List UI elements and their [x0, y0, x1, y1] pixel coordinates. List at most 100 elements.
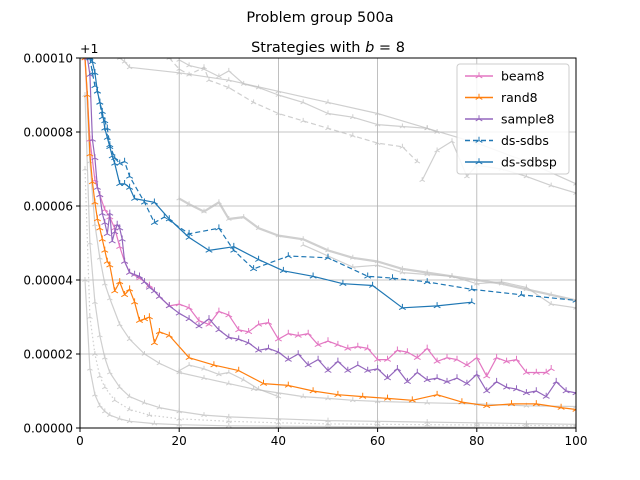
background-series-7-point — [176, 408, 183, 414]
background-series-10-point — [240, 376, 247, 382]
series-sample8-point — [264, 344, 273, 351]
background-series-7-point — [96, 332, 103, 338]
series-beam8-point — [483, 372, 491, 379]
series-ds-sdbsp-point — [91, 69, 99, 76]
series-rand8-point — [126, 285, 134, 292]
background-series-8-point — [275, 419, 282, 425]
series-sample8-point — [354, 361, 362, 368]
series-sample8-point — [552, 377, 560, 385]
background-series-6-point — [126, 336, 133, 342]
background-series-4-point — [225, 216, 232, 221]
background-series-5 — [300, 241, 576, 310]
series-ds-sdbs-point — [150, 218, 158, 226]
series-sample8-point — [314, 355, 322, 362]
series-sample8-point — [423, 376, 431, 383]
x-tick-label: 40 — [271, 434, 286, 448]
background-series-6-point — [374, 398, 381, 404]
series-sample8-point — [304, 361, 312, 368]
series-beam8-point — [255, 320, 263, 327]
background-series-7-point — [141, 399, 148, 405]
background-series-8-point — [146, 412, 153, 418]
legend: beam8 rand8 sample8 ds-sdbs ds-sdbsp — [456, 63, 570, 175]
series-sample8-point — [294, 350, 302, 357]
background-series-0-point — [325, 99, 331, 105]
background-series-4-point — [473, 277, 480, 282]
series-ds-sdbsp-point — [339, 279, 347, 287]
series-ds-sdbsp-point — [121, 180, 129, 187]
legend-marker — [475, 136, 483, 143]
background-series-1-point — [240, 80, 247, 86]
series-sample8-point — [274, 348, 282, 355]
plot-frame — [79, 57, 577, 429]
background-series-4-point — [374, 258, 381, 264]
background-series-3-point — [186, 71, 192, 77]
background-series-4-point — [548, 291, 555, 297]
x-tick-label: 80 — [469, 434, 484, 448]
series-ds-sdbsp-point — [131, 194, 139, 201]
background-series-7-point — [92, 299, 98, 305]
background-series-2-point — [434, 147, 440, 153]
series-rand8-point — [96, 224, 104, 231]
series-beam8-point — [264, 318, 273, 325]
series-beam8-point — [304, 329, 312, 336]
series-rand8-point — [334, 390, 342, 398]
background-series-10-line — [178, 364, 279, 398]
legend-label: sample8 — [501, 112, 554, 127]
series-beam8-point — [547, 365, 555, 372]
series-ds-sdbsp-point — [101, 124, 109, 131]
series-rand8-point — [111, 287, 119, 294]
background-series-1-point — [255, 84, 262, 90]
background-series-6-point — [106, 295, 113, 301]
y-offset-label: +1 — [80, 41, 98, 56]
series-beam8-point — [195, 316, 203, 324]
series-rand8-point — [408, 396, 416, 403]
background-series-0-point — [275, 88, 282, 94]
series-ds-sdbs-point — [423, 278, 431, 285]
background-series-6-point — [300, 393, 307, 399]
series-rand8-point — [135, 316, 144, 324]
series-sample8-point — [503, 383, 511, 390]
series-sample8-point — [103, 229, 111, 237]
series-rand8-point — [210, 361, 218, 368]
legend-marker — [475, 115, 483, 122]
background-series-6-point — [96, 254, 103, 260]
series-ds-sdbsp-point — [126, 183, 134, 190]
series-beam8-point — [175, 300, 183, 307]
series-sample8-point — [118, 235, 126, 242]
background-series-7-point — [116, 384, 123, 390]
series-sample8-point — [433, 374, 441, 381]
chart-title-suffix: = 8 — [374, 40, 405, 56]
series-beam8-point — [374, 355, 382, 362]
background-series-1-point — [349, 114, 356, 120]
background-series-3-point — [325, 125, 331, 131]
series-beam8-point — [393, 346, 401, 353]
background-series-3-point — [206, 77, 212, 83]
series-sample8-point — [473, 370, 481, 377]
background-series-1 — [176, 58, 440, 134]
background-series-10-point — [225, 369, 232, 375]
series-ds-sdbsp-point — [111, 159, 119, 166]
series-beam8-point — [433, 357, 441, 364]
series-sample8-point — [344, 366, 352, 373]
series-sample8-point — [145, 283, 153, 290]
series-sample8-point — [572, 389, 576, 396]
series-rand8-point — [165, 331, 173, 338]
series-rand8-point — [433, 390, 441, 398]
series-rand8-point — [235, 366, 243, 373]
chart-title: Strategies with b = 8 — [251, 40, 405, 56]
series-rand8-point — [309, 387, 317, 394]
series-beam8-point — [354, 342, 362, 349]
series-sample8-point — [150, 287, 158, 294]
series-sample8-point — [140, 278, 149, 285]
background-series-10-point — [216, 371, 222, 377]
series-beam8-point — [532, 368, 540, 375]
background-series-9-point — [176, 421, 183, 427]
legend-label: beam8 — [501, 69, 544, 84]
background-series-0-point — [126, 64, 133, 70]
series-ds-sdbs-point — [126, 172, 134, 179]
series-rand8-point — [572, 405, 576, 412]
series-sample8 — [83, 58, 576, 399]
background-series-0-point — [116, 58, 123, 60]
series-sample8-point — [235, 335, 243, 342]
